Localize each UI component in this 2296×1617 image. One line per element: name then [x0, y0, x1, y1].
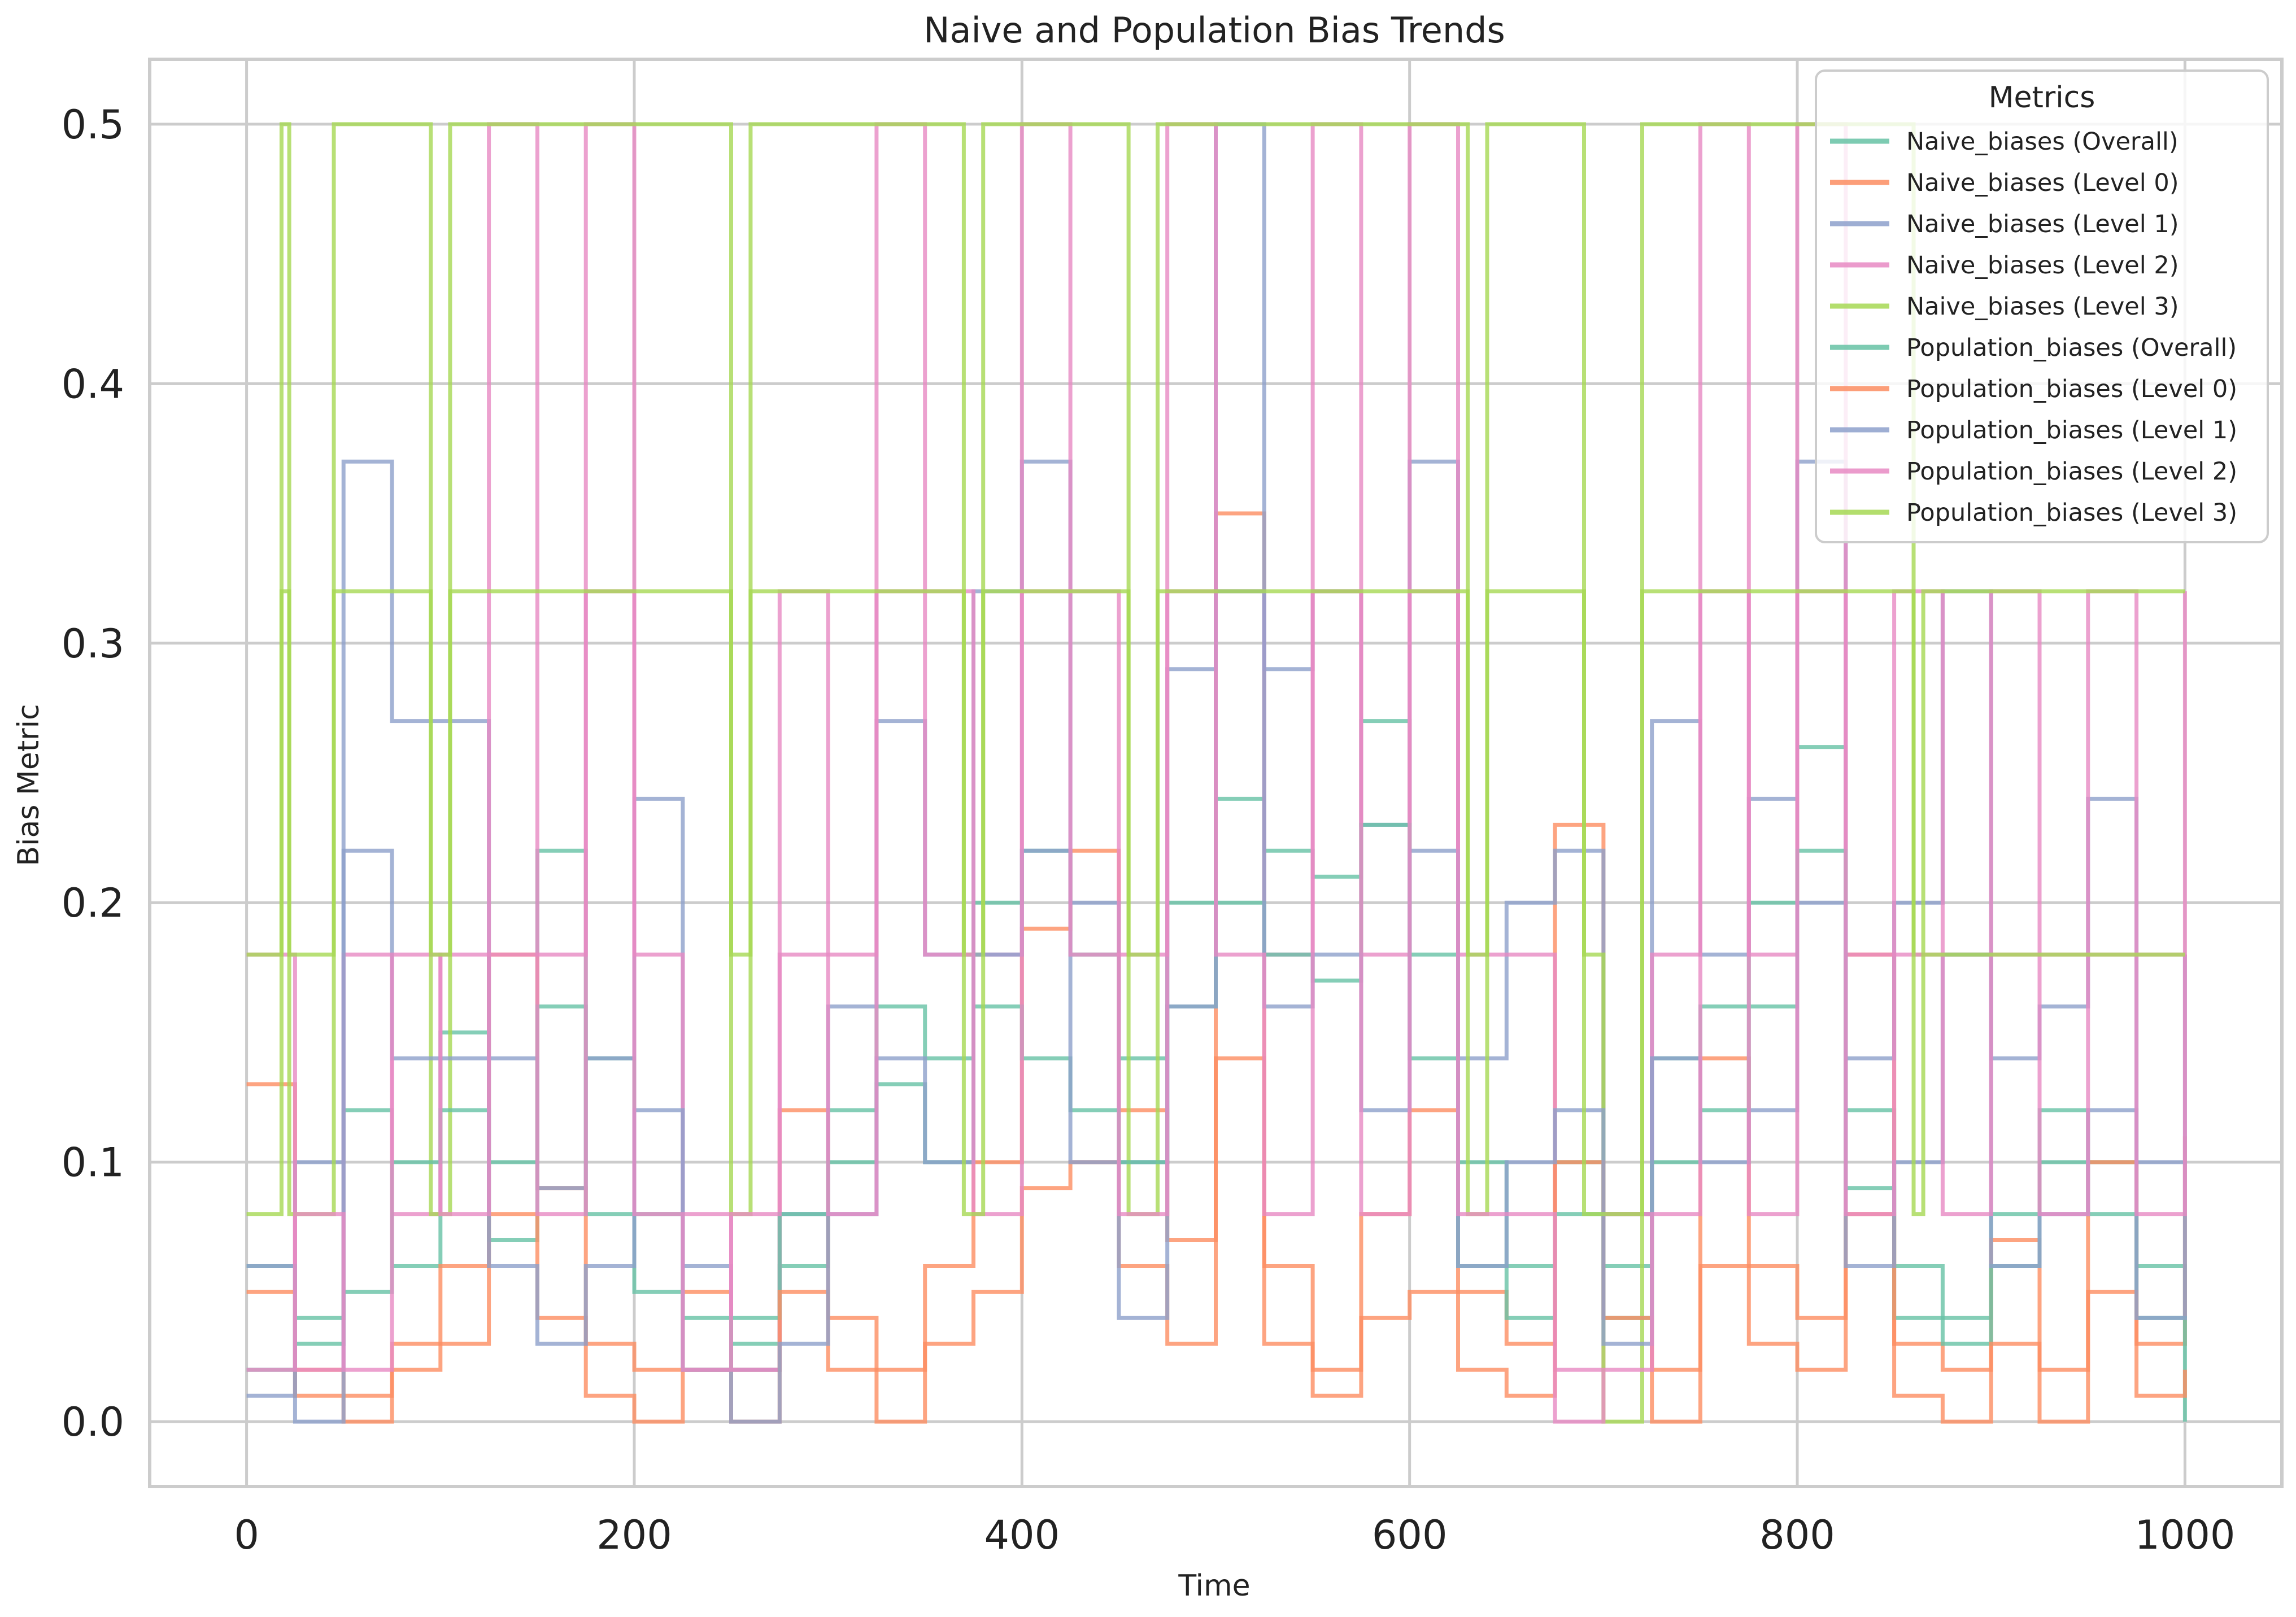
- legend-label: Population_biases (Level 3): [1906, 499, 2237, 527]
- plot-frame: [148, 58, 2284, 1488]
- legend-label: Naive_biases (Level 2): [1906, 251, 2179, 280]
- y-tick-label: 0.4: [62, 361, 124, 407]
- x-axis-title: Time: [1178, 1569, 1250, 1603]
- y-tick-label: 0.1: [62, 1140, 124, 1186]
- legend-label: Population_biases (Level 1): [1906, 416, 2237, 444]
- x-tick-label: 0: [234, 1512, 259, 1558]
- legend-label: Naive_biases (Level 3): [1906, 293, 2179, 321]
- legend-title: Metrics: [1989, 81, 2095, 115]
- y-tick-label: 0.0: [62, 1399, 124, 1445]
- y-tick-label: 0.3: [62, 621, 124, 667]
- legend-label: Naive_biases (Level 1): [1906, 210, 2179, 238]
- legend-label: Population_biases (Overall): [1906, 334, 2237, 362]
- series-line-5: [246, 122, 2185, 1424]
- series-line-9: [246, 589, 2187, 1424]
- series-lines: [246, 122, 2187, 1424]
- series-line-10: [246, 589, 2185, 1217]
- legend-items: Naive_biases (Overall) Naive_biases (Leve…: [1830, 128, 2237, 527]
- x-tick-label: 200: [596, 1512, 672, 1558]
- y-tick-label: 0.2: [62, 880, 124, 926]
- legend-label: Naive_biases (Overall): [1906, 128, 2179, 156]
- x-tick-label: 1000: [2134, 1512, 2235, 1558]
- x-tick-label: 800: [1759, 1512, 1835, 1558]
- legend: Metrics Naive_biases (Overall)Naive_bias…: [1815, 69, 2269, 543]
- y-tick-label: 0.5: [62, 102, 124, 148]
- x-tick-label: 400: [984, 1512, 1060, 1558]
- x-tick-label: 600: [1372, 1512, 1448, 1558]
- legend-label: Population_biases (Level 2): [1906, 457, 2237, 486]
- y-axis-title: Bias Metric: [12, 704, 46, 866]
- legend-label: Population_biases (Level 0): [1906, 375, 2237, 403]
- chart-title: Naive and Population Bias Trends: [923, 10, 1505, 51]
- legend-label: Naive_biases (Level 0): [1906, 169, 2179, 197]
- tick-labels: 0 200 400 600 800 1000 0.0 0.1 0.2 0.3 0.4 0.5: [62, 102, 2236, 1558]
- legend-box: [1815, 69, 2269, 543]
